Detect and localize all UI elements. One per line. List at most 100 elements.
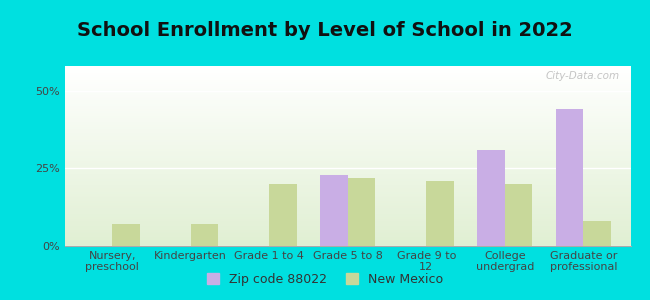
Bar [65, 235, 630, 237]
Bar [65, 143, 630, 145]
Bar [65, 232, 630, 233]
Bar [65, 170, 630, 172]
Bar [65, 201, 630, 203]
Bar [65, 122, 630, 124]
Bar [65, 228, 630, 230]
Bar [65, 138, 630, 140]
Bar [65, 197, 630, 199]
Bar [426, 181, 454, 246]
Bar [65, 136, 630, 138]
Bar [65, 187, 630, 188]
Bar [65, 169, 630, 170]
Bar [65, 95, 630, 97]
Bar [65, 178, 630, 179]
Bar [65, 89, 630, 91]
Bar [65, 88, 630, 89]
Bar [65, 124, 630, 125]
Bar [65, 82, 630, 84]
Bar [65, 116, 630, 118]
Bar [190, 224, 218, 246]
Bar [65, 145, 630, 147]
Bar [65, 242, 630, 244]
Bar [65, 102, 630, 104]
Bar [65, 210, 630, 212]
Bar [65, 221, 630, 223]
Bar [65, 151, 630, 152]
Bar [65, 230, 630, 232]
Bar [65, 77, 630, 79]
Bar [556, 110, 584, 246]
Bar [65, 142, 630, 143]
Bar [65, 181, 630, 183]
Bar [65, 93, 630, 95]
Bar [65, 107, 630, 109]
Bar [65, 86, 630, 88]
Bar [65, 73, 630, 75]
Legend: Zip code 88022, New Mexico: Zip code 88022, New Mexico [202, 268, 448, 291]
Bar [65, 66, 630, 68]
Bar [65, 196, 630, 197]
Bar [65, 133, 630, 134]
Bar [65, 226, 630, 228]
Bar [65, 215, 630, 217]
Bar [65, 158, 630, 160]
Bar [65, 140, 630, 142]
Bar [65, 172, 630, 174]
Bar [65, 84, 630, 86]
Bar [65, 161, 630, 163]
Bar [65, 206, 630, 208]
Bar [65, 134, 630, 136]
Text: City-Data.com: City-Data.com [545, 71, 619, 81]
Bar [65, 120, 630, 122]
Bar [65, 217, 630, 219]
Bar [65, 109, 630, 111]
Bar [65, 214, 630, 215]
Bar [65, 233, 630, 235]
Bar [65, 79, 630, 80]
Bar [65, 165, 630, 167]
Bar [505, 184, 532, 246]
Bar [65, 97, 630, 98]
Bar [65, 80, 630, 82]
Bar [320, 175, 348, 246]
Bar [65, 239, 630, 241]
Bar [65, 224, 630, 226]
Bar [65, 68, 630, 70]
Bar [65, 129, 630, 131]
Bar [477, 150, 505, 246]
Bar [65, 147, 630, 149]
Bar [65, 104, 630, 106]
Bar [65, 152, 630, 154]
Bar [65, 163, 630, 165]
Bar [65, 199, 630, 201]
Bar [65, 241, 630, 242]
Bar [348, 178, 375, 246]
Bar [65, 167, 630, 169]
Bar [65, 212, 630, 214]
Bar [65, 118, 630, 120]
Bar [65, 205, 630, 206]
Bar [65, 125, 630, 127]
Bar [65, 71, 630, 73]
Bar [65, 179, 630, 181]
Bar [65, 237, 630, 239]
Bar [65, 183, 630, 185]
Bar [65, 75, 630, 77]
Bar [65, 192, 630, 194]
Bar [65, 176, 630, 178]
Bar [65, 113, 630, 115]
Bar [65, 115, 630, 116]
Bar [65, 223, 630, 224]
Bar [65, 188, 630, 190]
Bar [65, 156, 630, 158]
Bar [65, 127, 630, 129]
Bar [65, 208, 630, 210]
Bar [65, 194, 630, 196]
Bar [65, 174, 630, 176]
Text: School Enrollment by Level of School in 2022: School Enrollment by Level of School in … [77, 21, 573, 40]
Bar [65, 100, 630, 102]
Bar [65, 131, 630, 133]
Bar [65, 219, 630, 221]
Bar [65, 190, 630, 192]
Bar [65, 98, 630, 100]
